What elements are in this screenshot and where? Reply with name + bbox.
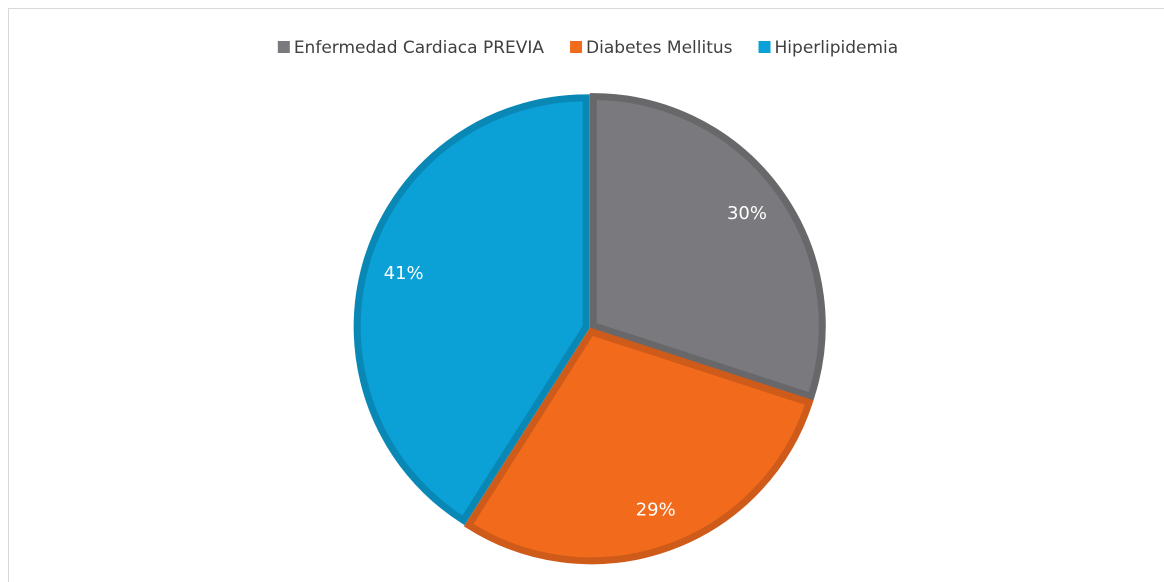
legend: Enfermedad Cardiaca PREVIA Diabetes Melli… [277, 38, 899, 58]
pie: 30% 29% 41% [353, 93, 826, 565]
pie-slice [589, 93, 826, 401]
pie-slice [463, 327, 814, 565]
legend-label: Hiperlipidemia [775, 38, 899, 58]
legend-swatch [277, 41, 290, 53]
data-label: 30% [727, 203, 767, 224]
data-label: 41% [384, 263, 424, 284]
legend-swatch [570, 41, 583, 53]
legend-label: Enfermedad Cardiaca PREVIA [294, 38, 545, 58]
legend-swatch [758, 41, 771, 53]
pie-slice [353, 94, 590, 526]
legend-label: Diabetes Mellitus [586, 38, 733, 58]
data-label: 29% [636, 500, 676, 521]
